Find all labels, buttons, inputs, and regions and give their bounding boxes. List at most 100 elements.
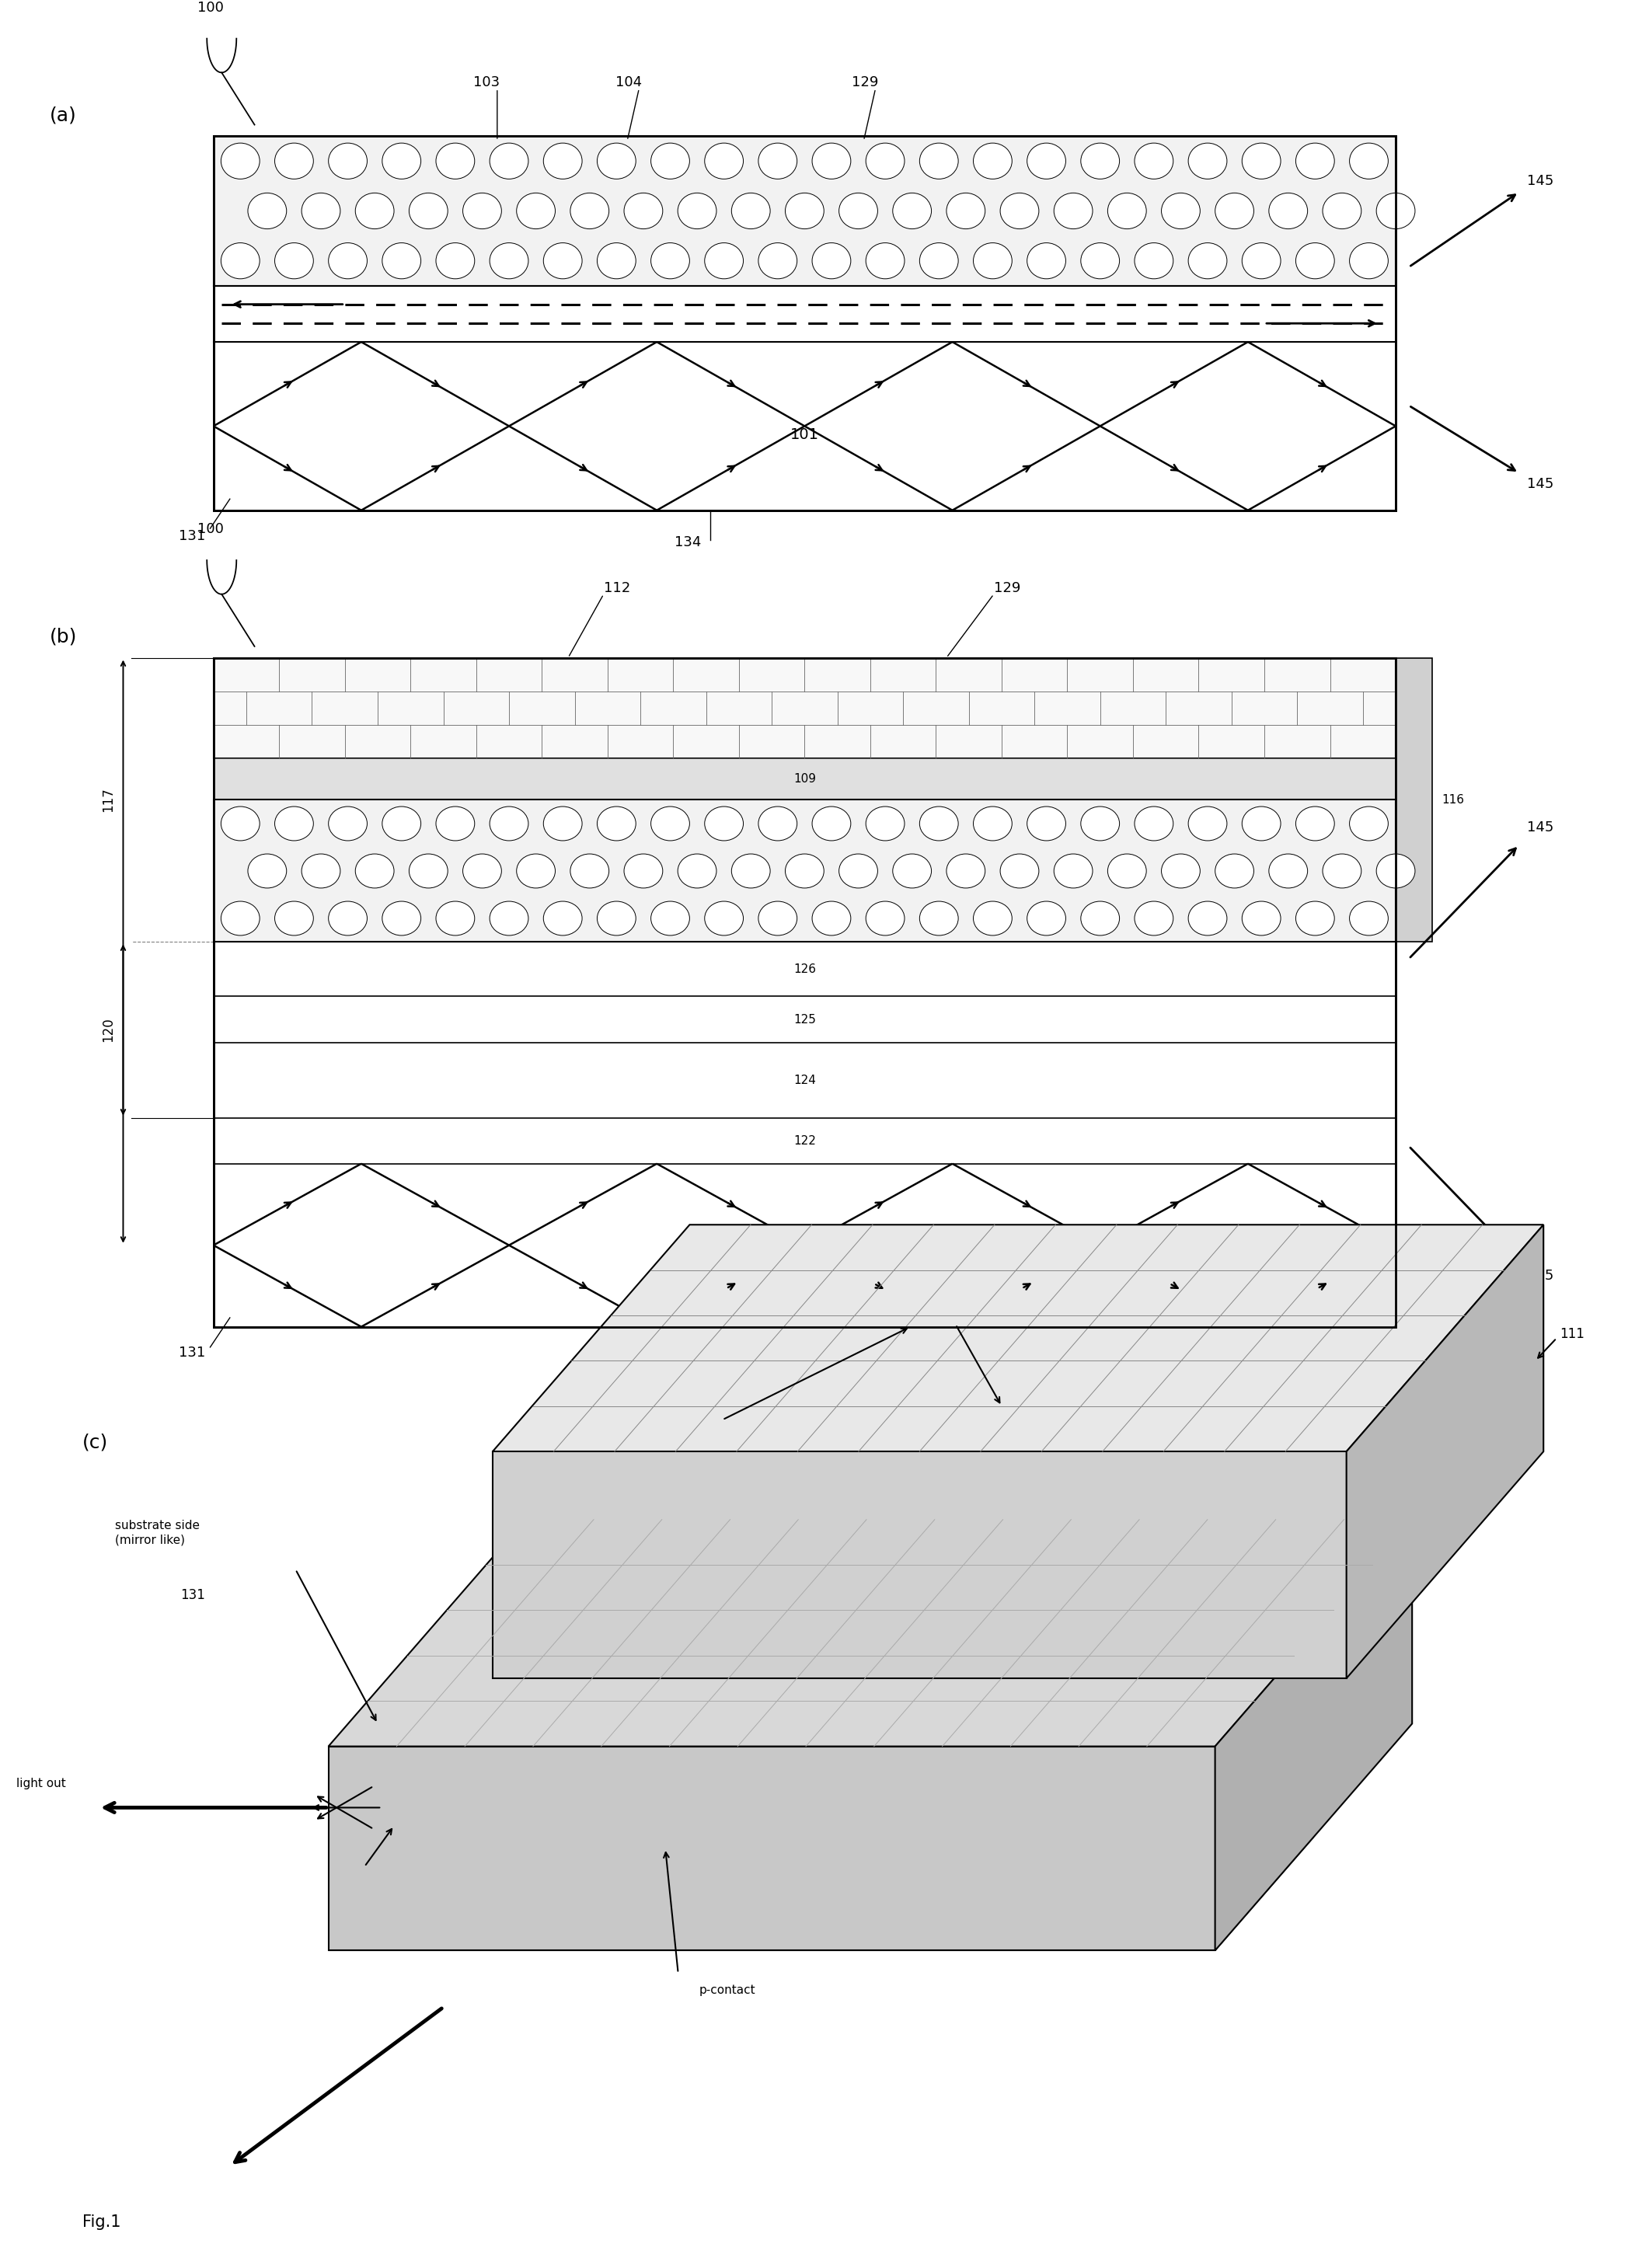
- Text: (c): (c): [82, 1433, 108, 1452]
- Ellipse shape: [598, 243, 635, 279]
- Ellipse shape: [839, 193, 878, 229]
- Ellipse shape: [517, 193, 555, 229]
- Ellipse shape: [328, 243, 368, 279]
- Bar: [213, 136, 1396, 286]
- Text: 122: 122: [793, 1134, 816, 1148]
- Ellipse shape: [302, 193, 340, 229]
- Ellipse shape: [544, 243, 583, 279]
- Ellipse shape: [248, 855, 287, 889]
- Ellipse shape: [1269, 855, 1307, 889]
- Bar: [213, 136, 1396, 510]
- Text: light out: light out: [16, 1778, 66, 1789]
- Ellipse shape: [435, 900, 475, 934]
- Ellipse shape: [1215, 193, 1254, 229]
- Ellipse shape: [1135, 807, 1174, 841]
- Text: 145: 145: [1527, 821, 1553, 835]
- Ellipse shape: [489, 807, 529, 841]
- Ellipse shape: [1026, 143, 1066, 179]
- Polygon shape: [493, 1452, 1346, 1678]
- Text: D₂: D₂: [947, 1309, 964, 1322]
- Ellipse shape: [813, 807, 851, 841]
- Ellipse shape: [463, 855, 501, 889]
- Text: 126: 126: [793, 964, 816, 975]
- Text: 131: 131: [181, 1588, 205, 1601]
- Ellipse shape: [678, 193, 716, 229]
- Ellipse shape: [435, 143, 475, 179]
- Ellipse shape: [598, 900, 635, 934]
- Ellipse shape: [1108, 193, 1146, 229]
- Ellipse shape: [274, 900, 314, 934]
- Ellipse shape: [813, 243, 851, 279]
- Polygon shape: [328, 1837, 1314, 1950]
- Ellipse shape: [650, 143, 690, 179]
- Text: 111: 111: [1560, 1327, 1585, 1340]
- Text: 104: 104: [616, 75, 642, 88]
- Ellipse shape: [865, 243, 905, 279]
- Ellipse shape: [1054, 193, 1092, 229]
- Text: Fig.1: Fig.1: [82, 2216, 120, 2229]
- Ellipse shape: [650, 243, 690, 279]
- Text: 125: 125: [793, 1014, 816, 1025]
- Bar: [213, 136, 1396, 510]
- Text: 101: 101: [673, 1254, 699, 1268]
- Ellipse shape: [1080, 143, 1120, 179]
- Ellipse shape: [570, 855, 609, 889]
- Ellipse shape: [704, 807, 744, 841]
- Ellipse shape: [1135, 143, 1174, 179]
- Ellipse shape: [1189, 900, 1227, 934]
- Ellipse shape: [759, 900, 796, 934]
- Ellipse shape: [222, 243, 259, 279]
- Ellipse shape: [435, 807, 475, 841]
- Ellipse shape: [383, 143, 420, 179]
- Ellipse shape: [624, 193, 663, 229]
- Ellipse shape: [1026, 900, 1066, 934]
- Ellipse shape: [1189, 143, 1227, 179]
- Ellipse shape: [974, 900, 1011, 934]
- Ellipse shape: [1054, 855, 1092, 889]
- Ellipse shape: [1376, 855, 1415, 889]
- Text: 145: 145: [1527, 1270, 1553, 1284]
- Text: 112: 112: [604, 581, 631, 594]
- Ellipse shape: [544, 807, 583, 841]
- Ellipse shape: [865, 807, 905, 841]
- Ellipse shape: [813, 143, 851, 179]
- Text: $\vartheta_{\mathrm{leaky}}$: $\vartheta_{\mathrm{leaky}}$: [931, 1361, 962, 1377]
- Bar: [213, 658, 1396, 758]
- Ellipse shape: [328, 807, 368, 841]
- Ellipse shape: [704, 143, 744, 179]
- Ellipse shape: [1296, 900, 1335, 934]
- Ellipse shape: [1322, 193, 1361, 229]
- Text: 103: 103: [473, 75, 501, 88]
- Ellipse shape: [813, 900, 851, 934]
- Ellipse shape: [731, 855, 770, 889]
- Ellipse shape: [731, 193, 770, 229]
- Ellipse shape: [1296, 243, 1335, 279]
- Ellipse shape: [544, 900, 583, 934]
- Polygon shape: [493, 1225, 1543, 1452]
- Ellipse shape: [1189, 243, 1227, 279]
- Ellipse shape: [489, 900, 529, 934]
- Ellipse shape: [435, 243, 475, 279]
- Polygon shape: [1215, 1520, 1412, 1950]
- Ellipse shape: [920, 900, 959, 934]
- Ellipse shape: [1350, 143, 1387, 179]
- Ellipse shape: [704, 243, 744, 279]
- Ellipse shape: [598, 807, 635, 841]
- Ellipse shape: [248, 193, 287, 229]
- Ellipse shape: [678, 855, 716, 889]
- Ellipse shape: [1189, 807, 1227, 841]
- Ellipse shape: [1241, 807, 1281, 841]
- Text: substrate side
(mirror like): substrate side (mirror like): [115, 1520, 200, 1547]
- Ellipse shape: [328, 900, 368, 934]
- Ellipse shape: [302, 855, 340, 889]
- Ellipse shape: [704, 900, 744, 934]
- Ellipse shape: [544, 143, 583, 179]
- Bar: [213, 658, 1396, 1327]
- Ellipse shape: [1161, 193, 1200, 229]
- Ellipse shape: [328, 143, 368, 179]
- Ellipse shape: [946, 193, 985, 229]
- Ellipse shape: [1135, 243, 1174, 279]
- Text: 145: 145: [1527, 476, 1553, 490]
- Ellipse shape: [1135, 900, 1174, 934]
- Ellipse shape: [1350, 243, 1387, 279]
